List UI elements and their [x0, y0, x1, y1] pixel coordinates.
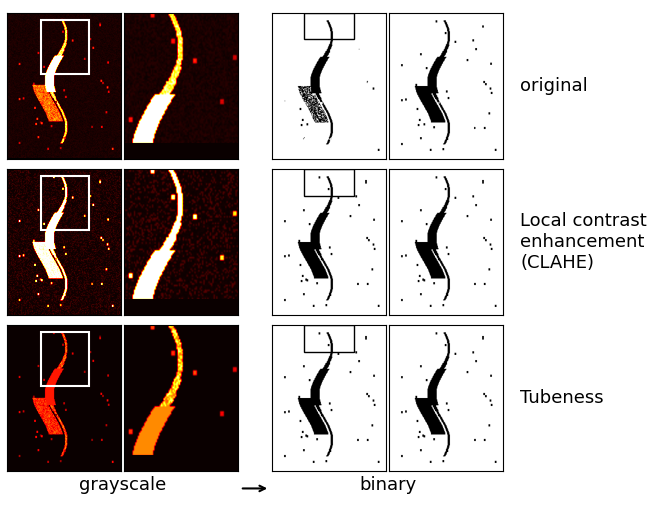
Bar — [41, 176, 89, 230]
Bar — [41, 20, 89, 74]
Text: binary: binary — [359, 476, 416, 494]
Text: Local contrast
enhancement
(CLAHE): Local contrast enhancement (CLAHE) — [520, 212, 647, 272]
Bar — [304, 169, 354, 196]
Bar — [41, 332, 89, 387]
Text: grayscale: grayscale — [79, 476, 166, 494]
Text: original: original — [520, 77, 588, 95]
Bar — [304, 13, 354, 39]
Text: Tubeness: Tubeness — [520, 389, 604, 407]
Bar — [304, 326, 354, 352]
